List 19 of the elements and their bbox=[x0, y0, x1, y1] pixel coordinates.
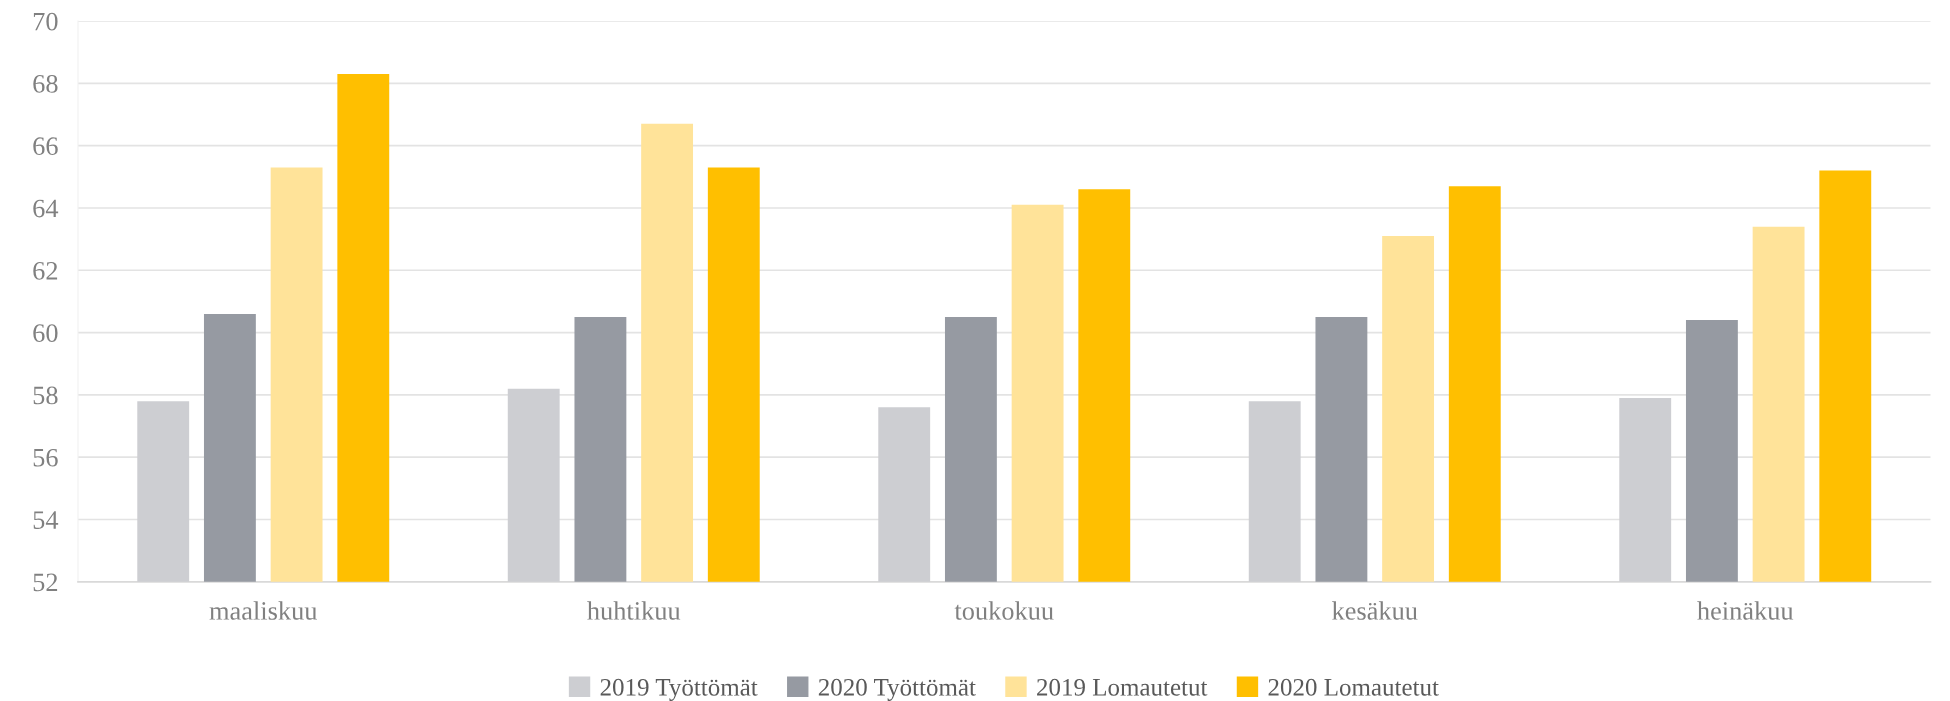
y-tick-label: 58 bbox=[33, 386, 58, 405]
y-tick-label: 68 bbox=[33, 74, 58, 93]
y-tick-label: 70 bbox=[33, 12, 58, 31]
y-tick-label: 56 bbox=[33, 448, 58, 467]
legend-label: 2020 Lomautetut bbox=[1268, 678, 1439, 696]
y-tick-label: 64 bbox=[33, 199, 59, 218]
y-tick-label: 60 bbox=[33, 324, 58, 342]
y-tick-label: 66 bbox=[33, 137, 58, 156]
y-tick-label: 54 bbox=[33, 511, 59, 529]
x-tick-label: toukokuu bbox=[954, 601, 1054, 620]
x-tick-label: huhtikuu bbox=[587, 601, 681, 620]
legend-label: 2020 Työttömät bbox=[818, 678, 976, 701]
y-tick-label: 62 bbox=[33, 261, 58, 280]
x-tick-label: heinäkuu bbox=[1697, 601, 1794, 620]
x-tick-label: maaliskuu bbox=[209, 601, 318, 620]
legend-label: 2019 Lomautetut bbox=[1037, 678, 1208, 696]
x-tick-label: kesäkuu bbox=[1332, 601, 1418, 620]
y-tick-label: 52 bbox=[33, 573, 58, 592]
legend-label: 2019 Työttömät bbox=[600, 678, 758, 701]
